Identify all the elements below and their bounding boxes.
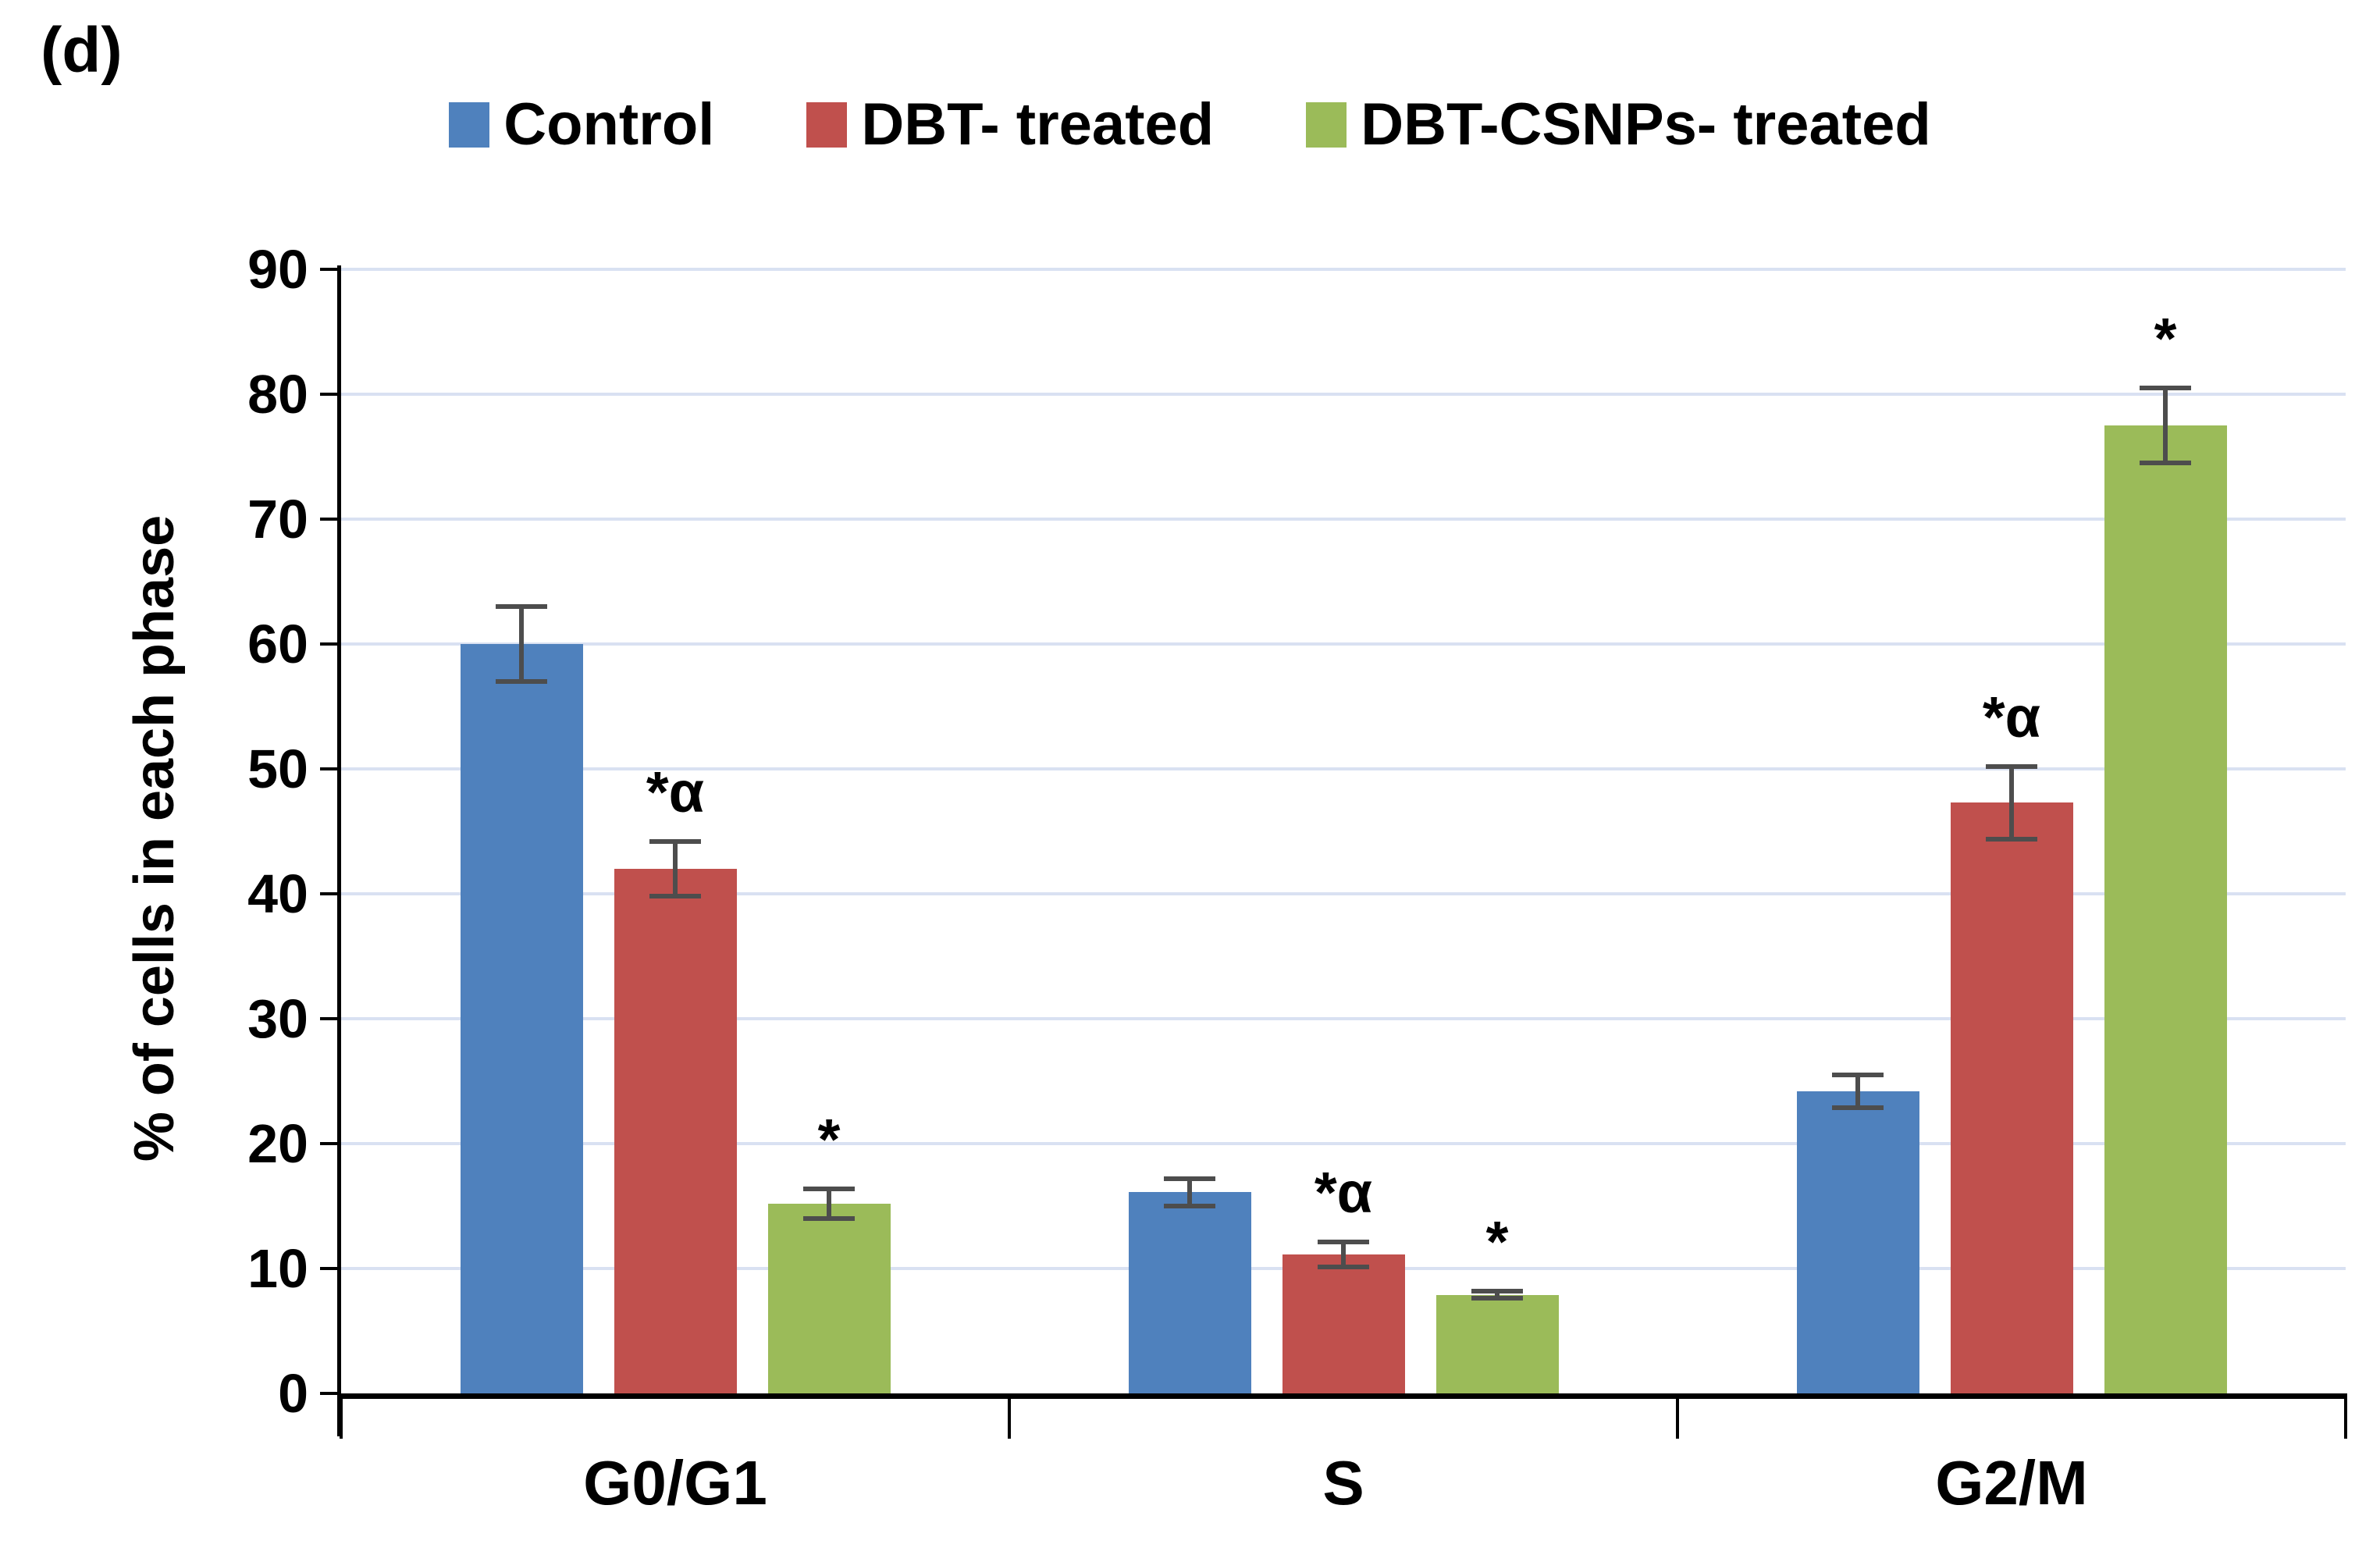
legend-swatch-dbt-treated (806, 102, 848, 148)
gridline-80 (341, 393, 2346, 396)
annotation-dbt-csnps-treated-g2-m: * (2154, 306, 2177, 371)
error-bar-cap-bottom-dbt-treated-g2-m (1986, 836, 2037, 842)
bar-dbt-csnps-treated-g0-g1 (767, 1203, 891, 1393)
gridline-90 (341, 268, 2346, 271)
gridline-30 (341, 1017, 2346, 1020)
y-tick-mark-80 (320, 393, 337, 396)
y-tick-label-30: 30 (247, 988, 308, 1049)
error-bar-cap-top-dbt-csnps-treated-s (1471, 1288, 1523, 1293)
y-tick-mark-40 (320, 892, 337, 895)
annotation-dbt-treated-g0-g1: *α (646, 759, 705, 824)
annotation-dbt-csnps-treated-g0-g1: * (817, 1106, 841, 1172)
legend-item-dbt-csnps-treated: DBT-CSNPs- treated (1306, 95, 1931, 155)
error-bar-cap-bottom-dbt-treated-g0-g1 (649, 894, 701, 899)
y-tick-mark-60 (320, 642, 337, 646)
legend-label-dbt-treated: DBT- treated (861, 91, 1215, 158)
x-tick-mark-3 (2344, 1393, 2347, 1439)
y-tick-label-80: 80 (247, 364, 308, 425)
error-bar-stem-dbt-treated-s (1341, 1242, 1346, 1268)
y-tick-label-0: 0 (278, 1363, 308, 1424)
bar-control-g0-g1 (460, 644, 583, 1393)
error-bar-cap-bottom-dbt-csnps-treated-g0-g1 (803, 1216, 855, 1221)
legend-label-dbt-csnps-treated: DBT-CSNPs- treated (1361, 91, 1931, 158)
error-bar-cap-bottom-dbt-csnps-treated-g2-m (2140, 461, 2191, 465)
error-bar-stem-control-g2-m (1855, 1075, 1860, 1108)
figure-panel-label: (d) (41, 15, 123, 86)
error-bar-stem-dbt-csnps-treated-g0-g1 (827, 1188, 831, 1219)
y-axis-line (337, 265, 341, 1436)
annotation-dbt-csnps-treated-s: * (1485, 1208, 1509, 1274)
y-tick-label-10: 10 (247, 1238, 308, 1299)
error-bar-cap-top-control-g2-m (1832, 1073, 1884, 1077)
y-tick-mark-90 (320, 268, 337, 271)
gridline-40 (341, 892, 2346, 895)
x-tick-label-s: S (1322, 1448, 1364, 1518)
bar-dbt-treated-g0-g1 (614, 869, 737, 1393)
y-tick-label-90: 90 (247, 239, 308, 300)
legend-item-control: Control (449, 95, 714, 155)
error-bar-cap-bottom-dbt-csnps-treated-s (1471, 1296, 1523, 1301)
y-tick-mark-0 (320, 1392, 337, 1395)
error-bar-cap-bottom-control-g2-m (1832, 1105, 1884, 1110)
bar-dbt-treated-s (1282, 1254, 1405, 1393)
y-tick-label-20: 20 (247, 1113, 308, 1174)
error-bar-stem-control-s (1187, 1178, 1192, 1206)
x-tick-label-g0-g1: G0/G1 (583, 1448, 767, 1518)
x-tick-mark-0 (340, 1393, 343, 1439)
chart-legend: Control DBT- treated DBT-CSNPs- treated (0, 95, 2380, 155)
error-bar-stem-dbt-csnps-treated-g2-m (2163, 388, 2168, 463)
error-bar-cap-top-dbt-treated-s (1318, 1240, 1369, 1245)
y-tick-mark-70 (320, 518, 337, 521)
error-bar-cap-top-dbt-csnps-treated-g2-m (2140, 386, 2191, 390)
bar-dbt-treated-g2-m (1950, 802, 2073, 1393)
bar-control-g2-m (1796, 1091, 1919, 1393)
y-tick-label-40: 40 (247, 863, 308, 924)
bar-dbt-csnps-treated-g2-m (2104, 425, 2227, 1393)
x-tick-mark-1 (1008, 1393, 1011, 1439)
error-bar-stem-dbt-treated-g0-g1 (673, 841, 678, 897)
error-bar-cap-top-dbt-csnps-treated-g0-g1 (803, 1186, 855, 1191)
x-tick-label-g2-m: G2/M (1935, 1448, 2088, 1518)
y-tick-label-60: 60 (247, 614, 308, 674)
gridline-60 (341, 642, 2346, 646)
bar-dbt-csnps-treated-s (1435, 1294, 1559, 1393)
legend-swatch-control (449, 102, 490, 148)
legend-label-control: Control (503, 91, 715, 158)
error-bar-stem-dbt-csnps-treated-s (1495, 1290, 1500, 1299)
error-bar-cap-bottom-dbt-treated-s (1318, 1265, 1369, 1270)
gridline-50 (341, 767, 2346, 770)
error-bar-cap-top-dbt-treated-g0-g1 (649, 838, 701, 844)
legend-swatch-dbt-csnps-treated (1306, 102, 1347, 148)
error-bar-stem-dbt-treated-g2-m (2009, 766, 2014, 839)
y-tick-mark-20 (320, 1142, 337, 1145)
error-bar-cap-top-control-s (1164, 1176, 1215, 1181)
x-tick-mark-2 (1676, 1393, 1679, 1439)
bar-control-s (1128, 1192, 1251, 1393)
gridline-20 (341, 1142, 2346, 1145)
y-tick-mark-10 (320, 1267, 337, 1270)
x-axis-line (337, 1393, 2346, 1399)
error-bar-cap-bottom-control-s (1164, 1204, 1215, 1208)
error-bar-cap-top-dbt-treated-g2-m (1986, 763, 2037, 769)
gridline-70 (341, 518, 2346, 521)
y-tick-mark-30 (320, 1017, 337, 1020)
error-bar-cap-top-control-g0-g1 (496, 604, 547, 609)
error-bar-stem-control-g0-g1 (519, 607, 524, 681)
legend-item-dbt-treated: DBT- treated (806, 95, 1214, 155)
y-tick-label-70: 70 (247, 489, 308, 550)
error-bar-cap-bottom-control-g0-g1 (496, 679, 547, 684)
annotation-dbt-treated-g2-m: *α (1982, 684, 2041, 749)
annotation-dbt-treated-s: *α (1314, 1160, 1373, 1226)
y-tick-mark-50 (320, 767, 337, 770)
y-tick-label-50: 50 (247, 738, 308, 799)
